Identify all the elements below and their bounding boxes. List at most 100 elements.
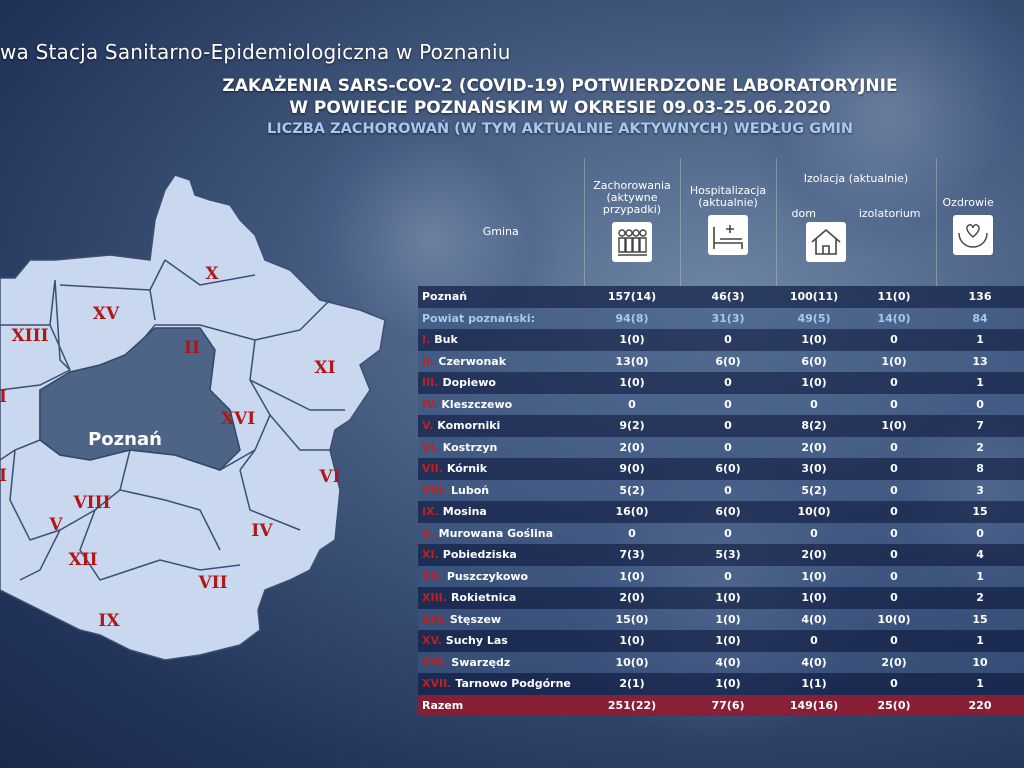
gmina-cell: Poznań <box>418 286 584 308</box>
home-isolation-cell: 1(0) <box>776 372 852 394</box>
cases-cell: 5(2) <box>584 479 680 501</box>
isolatorium-cell: 1(0) <box>852 350 937 372</box>
gmina-number: I. <box>422 333 431 347</box>
gmina-number: XIII. <box>422 591 447 605</box>
recovered-cell: 15 <box>936 608 1024 630</box>
hospital-cell: 0 <box>680 329 776 351</box>
isolatorium-cell: 0 <box>852 673 937 695</box>
gmina-number: VIII. <box>422 483 447 497</box>
gmina-name: Buk <box>434 333 458 347</box>
cases-cell: 1(0) <box>584 329 680 351</box>
table-row: XIV. Stęszew 15(0) 1(0) 4(0) 10(0) 15 <box>418 608 1024 630</box>
home-isolation-cell: 10(0) <box>776 501 852 523</box>
gmina-name: Kleszczewo <box>441 397 513 411</box>
isolatorium-cell: 0 <box>852 522 937 544</box>
isolatorium-cell: 0 <box>852 458 937 480</box>
home-isolation-cell: 8(2) <box>776 415 852 437</box>
table-row: II. Czerwonak 13(0) 6(0) 6(0) 1(0) 13 <box>418 350 1024 372</box>
cases-cell: 0 <box>584 393 680 415</box>
gmina-cell: II. Czerwonak <box>418 350 584 372</box>
page-subtitle: LICZBA ZACHOROWAŃ (W TYM AKTUALNIE AKTYW… <box>266 121 854 137</box>
isolatorium-cell: 0 <box>852 544 937 566</box>
home-isolation-cell: 1(0) <box>776 329 852 351</box>
gmina-name: Puszczykowo <box>446 569 529 583</box>
gmina-cell: IV. Kleszczewo <box>418 393 584 415</box>
page-title-line2: W POWIECIE POZNAŃSKIM W OKRESIE 09.03-25… <box>289 98 831 118</box>
city-label-poznan: Poznań <box>88 429 162 450</box>
table-row: III. Dopiewo 1(0) 0 1(0) 0 1 <box>418 372 1024 394</box>
gmina-name: Rokietnica <box>450 591 517 605</box>
region-label: XII <box>68 550 97 570</box>
gmina-name: Komorniki <box>437 419 501 433</box>
county-map-svg: Poznań X XV XIII II XI XVI I VI I VIII V… <box>0 174 386 661</box>
region-label: XV <box>93 304 120 324</box>
gmina-cell: III. Dopiewo <box>418 372 584 394</box>
hospital-cell: 0 <box>680 393 776 415</box>
recovered-cell: 3 <box>936 479 1024 501</box>
home-isolation-cell: 4(0) <box>776 651 852 673</box>
region-label: IV <box>251 521 273 541</box>
gmina-name: Stęszew <box>449 612 502 626</box>
table-row: Razem 251(22) 77(6) 149(16) 25(0) 220 <box>418 694 1024 716</box>
region-label: XVI <box>221 409 255 429</box>
table-row: Poznań 157(14) 46(3) 100(11) 11(0) 136 <box>418 286 1024 308</box>
gmina-name: Murowana Goślina <box>438 526 554 540</box>
gmina-name: Suchy Las <box>445 634 508 648</box>
gmina-name: Dopiewo <box>442 376 496 390</box>
gmina-number: II. <box>422 354 435 368</box>
table-body: Poznań 157(14) 46(3) 100(11) 11(0) 136 Powiat … <box>418 286 1024 716</box>
cases-cell: 1(0) <box>584 372 680 394</box>
cases-cell: 94(8) <box>584 307 680 329</box>
cases-cell: 10(0) <box>584 651 680 673</box>
gmina-cell: VIII. Luboń <box>418 479 584 501</box>
home-isolation-cell: 0 <box>776 522 852 544</box>
recovered-cell: 1 <box>936 673 1024 695</box>
gmina-name: Mosina <box>442 505 487 519</box>
cases-cell: 251(22) <box>584 694 680 716</box>
table-row: VIII. Luboń 5(2) 0 5(2) 0 3 <box>418 479 1024 501</box>
header-isolation: Izolacja (aktualnie) dom izolatorium <box>775 158 937 286</box>
gmina-number: XV. <box>422 634 442 648</box>
gmina-number: III. <box>422 376 439 390</box>
header-isolation-label: Izolacja (aktualnie) <box>803 172 909 185</box>
gmina-cell: XVII. Tarnowo Podgórne <box>418 673 584 695</box>
header-cases-label: Zachorowania (aktywne przypadki) <box>593 179 671 216</box>
recovered-cell: 1 <box>936 372 1024 394</box>
gmina-name: Swarzędz <box>451 655 511 669</box>
isolatorium-cell: 11(0) <box>852 286 937 308</box>
gmina-cell: XI. Pobiedziska <box>418 544 584 566</box>
table-row: X. Murowana Goślina 0 0 0 0 0 <box>418 522 1024 544</box>
cases-cell: 1(0) <box>584 630 680 652</box>
table-row: XV. Suchy Las 1(0) 1(0) 0 0 1 <box>418 630 1024 652</box>
organization-name: wa Stacja Sanitarno-Epidemiologiczna w P… <box>0 40 511 64</box>
cases-cell: 0 <box>584 522 680 544</box>
home-isolation-cell: 49(5) <box>776 307 852 329</box>
cases-cell: 2(1) <box>584 673 680 695</box>
hospital-cell: 0 <box>680 522 776 544</box>
cases-cell: 13(0) <box>584 350 680 372</box>
table-row: XII. Puszczykowo 1(0) 0 1(0) 0 1 <box>418 565 1024 587</box>
hospital-bed-icon <box>708 215 748 255</box>
region-label: XI <box>314 358 335 378</box>
header-isolatorium-label: izolatorium <box>858 207 921 220</box>
home-isolation-cell: 149(16) <box>776 694 852 716</box>
isolatorium-cell: 0 <box>852 479 937 501</box>
cases-cell: 16(0) <box>584 501 680 523</box>
gmina-number: X. <box>422 526 435 540</box>
home-isolation-cell: 6(0) <box>776 350 852 372</box>
gmina-number: IX. <box>422 505 439 519</box>
hospital-cell: 5(3) <box>680 544 776 566</box>
isolatorium-cell: 0 <box>852 329 937 351</box>
gmina-name: Kostrzyn <box>442 440 498 454</box>
cases-cell: 9(2) <box>584 415 680 437</box>
county-map: Poznań X XV XIII II XI XVI I VI I VIII V… <box>0 150 420 768</box>
home-isolation-cell: 100(11) <box>776 286 852 308</box>
recovered-cell: 220 <box>936 694 1024 716</box>
heart-hands-icon <box>952 215 993 255</box>
gmina-number: XVI. <box>422 655 448 669</box>
isolatorium-cell: 0 <box>852 565 937 587</box>
gmina-number: XVII. <box>422 677 452 691</box>
gmina-name: Pobiedziska <box>442 548 517 562</box>
gmina-cell: XVI. Swarzędz <box>418 651 584 673</box>
region-label: VIII <box>72 493 110 513</box>
